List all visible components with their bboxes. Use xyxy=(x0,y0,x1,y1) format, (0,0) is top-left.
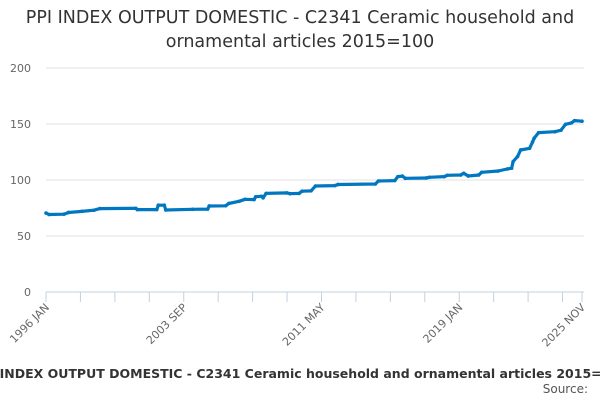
data-point xyxy=(288,191,292,196)
data-point xyxy=(518,148,523,152)
data-point xyxy=(156,203,161,207)
series-line xyxy=(44,119,584,217)
data-point xyxy=(376,179,381,183)
data-point xyxy=(466,174,471,178)
data-point xyxy=(479,170,484,175)
data-point xyxy=(253,195,258,199)
data-point xyxy=(515,154,520,159)
data-point xyxy=(442,174,447,179)
data-point xyxy=(530,140,535,144)
data-point xyxy=(393,178,397,183)
data-point xyxy=(190,207,195,212)
data-point xyxy=(313,184,318,188)
footer-title: PPI INDEX OUTPUT DOMESTIC - C2341 Cerami… xyxy=(0,366,600,381)
data-point xyxy=(333,183,337,188)
data-point xyxy=(264,191,268,196)
data-point xyxy=(261,196,265,200)
data-point xyxy=(205,207,210,211)
x-tick-label: 2019 JAN xyxy=(421,301,466,346)
data-point xyxy=(237,199,241,204)
y-tick-label: 100 xyxy=(10,174,31,187)
y-tick-label: 200 xyxy=(10,62,31,75)
data-point xyxy=(163,208,168,212)
data-point xyxy=(285,191,289,195)
data-point xyxy=(373,182,378,186)
data-point xyxy=(154,207,159,212)
data-point xyxy=(243,197,247,202)
data-point xyxy=(80,209,84,214)
data-point xyxy=(135,207,140,212)
data-point xyxy=(98,206,102,211)
data-point xyxy=(527,146,532,151)
data-point xyxy=(62,212,66,216)
data-point xyxy=(66,210,71,215)
data-point xyxy=(445,173,450,178)
data-point xyxy=(396,174,400,179)
line-chart: 0 50 100 150 200 1996 JAN 2003 SEP 2011 MAY 201… xyxy=(7,62,589,350)
data-point xyxy=(563,122,568,127)
data-point xyxy=(572,118,577,123)
data-point xyxy=(44,211,48,215)
data-point xyxy=(496,169,500,173)
data-point xyxy=(559,128,563,132)
data-point xyxy=(309,189,313,193)
data-point xyxy=(300,189,304,193)
data-point xyxy=(536,130,541,135)
data-point xyxy=(223,203,228,208)
data-point xyxy=(458,173,463,177)
y-tick-label: 150 xyxy=(10,118,31,131)
data-point xyxy=(297,191,301,196)
data-point xyxy=(580,119,584,123)
data-point xyxy=(553,129,557,134)
data-point xyxy=(476,173,481,177)
data-point xyxy=(47,212,51,217)
data-point xyxy=(424,176,429,180)
data-point xyxy=(403,176,408,181)
data-point xyxy=(207,204,211,208)
x-tick-label: 2011 MAY xyxy=(280,301,328,349)
x-tick-label: 1996 JAN xyxy=(7,301,52,346)
data-point xyxy=(461,171,466,176)
data-point xyxy=(569,121,574,125)
x-tick-label: 2025 NOV xyxy=(540,301,589,350)
data-point xyxy=(505,167,509,171)
data-point xyxy=(226,201,231,206)
data-point xyxy=(336,182,340,187)
data-point xyxy=(400,174,405,178)
data-point xyxy=(162,203,167,207)
data-point xyxy=(427,175,432,180)
data-point xyxy=(532,136,536,141)
y-tick-label: 50 xyxy=(17,230,31,243)
data-point xyxy=(511,159,515,164)
source-label: Source: xyxy=(542,382,588,396)
y-tick-label: 0 xyxy=(24,286,31,299)
data-point xyxy=(92,208,96,213)
data-point xyxy=(509,166,514,171)
chart-title: PPI INDEX OUTPUT DOMESTIC - C2341 Cerami… xyxy=(25,8,575,52)
x-tick-label: 2003 SEP xyxy=(144,301,190,347)
data-point xyxy=(252,197,256,202)
